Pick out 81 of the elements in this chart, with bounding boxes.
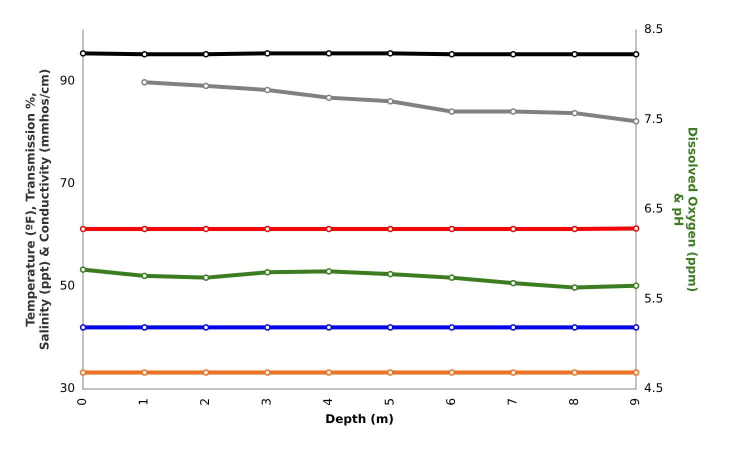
- point: [571, 324, 578, 331]
- point: [510, 226, 516, 232]
- point: [264, 269, 271, 276]
- point: [264, 324, 271, 331]
- point: [510, 108, 516, 115]
- point: [448, 274, 456, 281]
- x-tick-label: 4: [320, 398, 335, 406]
- point: [571, 226, 578, 232]
- point: [326, 324, 332, 331]
- point: [448, 369, 456, 376]
- point: [202, 82, 210, 90]
- point: [141, 272, 148, 280]
- point: [387, 324, 394, 331]
- point: [80, 369, 86, 376]
- x-tick-label: 3: [260, 398, 274, 406]
- point: [264, 369, 271, 376]
- y2-tick-label: 5.5: [644, 291, 664, 306]
- point: [632, 225, 640, 232]
- x-tick-label: 2: [198, 398, 212, 406]
- point: [387, 98, 394, 105]
- point: [141, 324, 148, 331]
- point: [80, 226, 86, 232]
- point: [632, 369, 640, 376]
- y2-tick-label: 4.5: [644, 381, 664, 396]
- y2-tick-label: 8.5: [644, 22, 664, 36]
- y-tick-label: 50: [60, 278, 76, 293]
- point: [264, 86, 271, 94]
- point: [448, 226, 456, 232]
- point: [264, 226, 271, 232]
- point: [141, 226, 148, 232]
- y-tick-label: 30: [60, 381, 76, 396]
- x-tick-label: 9: [628, 398, 642, 406]
- x-tick-label: 0: [75, 398, 90, 406]
- point: [571, 369, 578, 376]
- point: [202, 226, 210, 232]
- point: [632, 118, 640, 125]
- point: [448, 324, 456, 331]
- point: [571, 110, 578, 116]
- point: [326, 268, 332, 275]
- point: [387, 226, 394, 232]
- y-tick-label: 70: [60, 176, 76, 190]
- point: [202, 369, 210, 376]
- x-tick-label: 6: [444, 398, 458, 406]
- point: [510, 324, 516, 331]
- y2-axis-title: Dissolved Oxygen (ppm) & pH: [671, 126, 700, 292]
- y2-tick-label: 7.5: [644, 112, 664, 126]
- point: [80, 324, 86, 331]
- y-tick-label: 90: [60, 73, 76, 88]
- x-tick-label: 7: [505, 398, 520, 406]
- point: [387, 50, 394, 57]
- point: [571, 50, 578, 58]
- point: [141, 50, 148, 58]
- point: [202, 274, 210, 281]
- point: [387, 270, 394, 278]
- y-axis-title: Temperature (ºF), Transmission %, Salinity (ppt) & Conductivity (mmhos/cm): [23, 68, 52, 350]
- x-tick-label: 8: [566, 398, 581, 406]
- point: [632, 50, 640, 58]
- point: [141, 369, 148, 376]
- y2-tick-label: 6.5: [644, 202, 664, 216]
- point: [202, 50, 210, 58]
- point: [80, 50, 86, 57]
- x-tick-label: 5: [382, 398, 396, 406]
- point: [141, 79, 148, 86]
- point: [326, 50, 332, 57]
- point: [448, 108, 456, 115]
- point: [326, 226, 332, 232]
- point: [632, 324, 640, 331]
- point: [387, 369, 394, 376]
- x-tick-label: 1: [136, 398, 151, 406]
- point: [448, 50, 456, 58]
- point: [510, 50, 516, 58]
- point: [571, 284, 578, 291]
- x-axis-title: Depth (m): [325, 412, 394, 426]
- point: [202, 324, 210, 331]
- point: [510, 280, 516, 286]
- point: [632, 282, 640, 290]
- point: [80, 266, 86, 273]
- point: [326, 94, 332, 101]
- point: [326, 369, 332, 376]
- point: [510, 369, 516, 376]
- point: [264, 50, 271, 57]
